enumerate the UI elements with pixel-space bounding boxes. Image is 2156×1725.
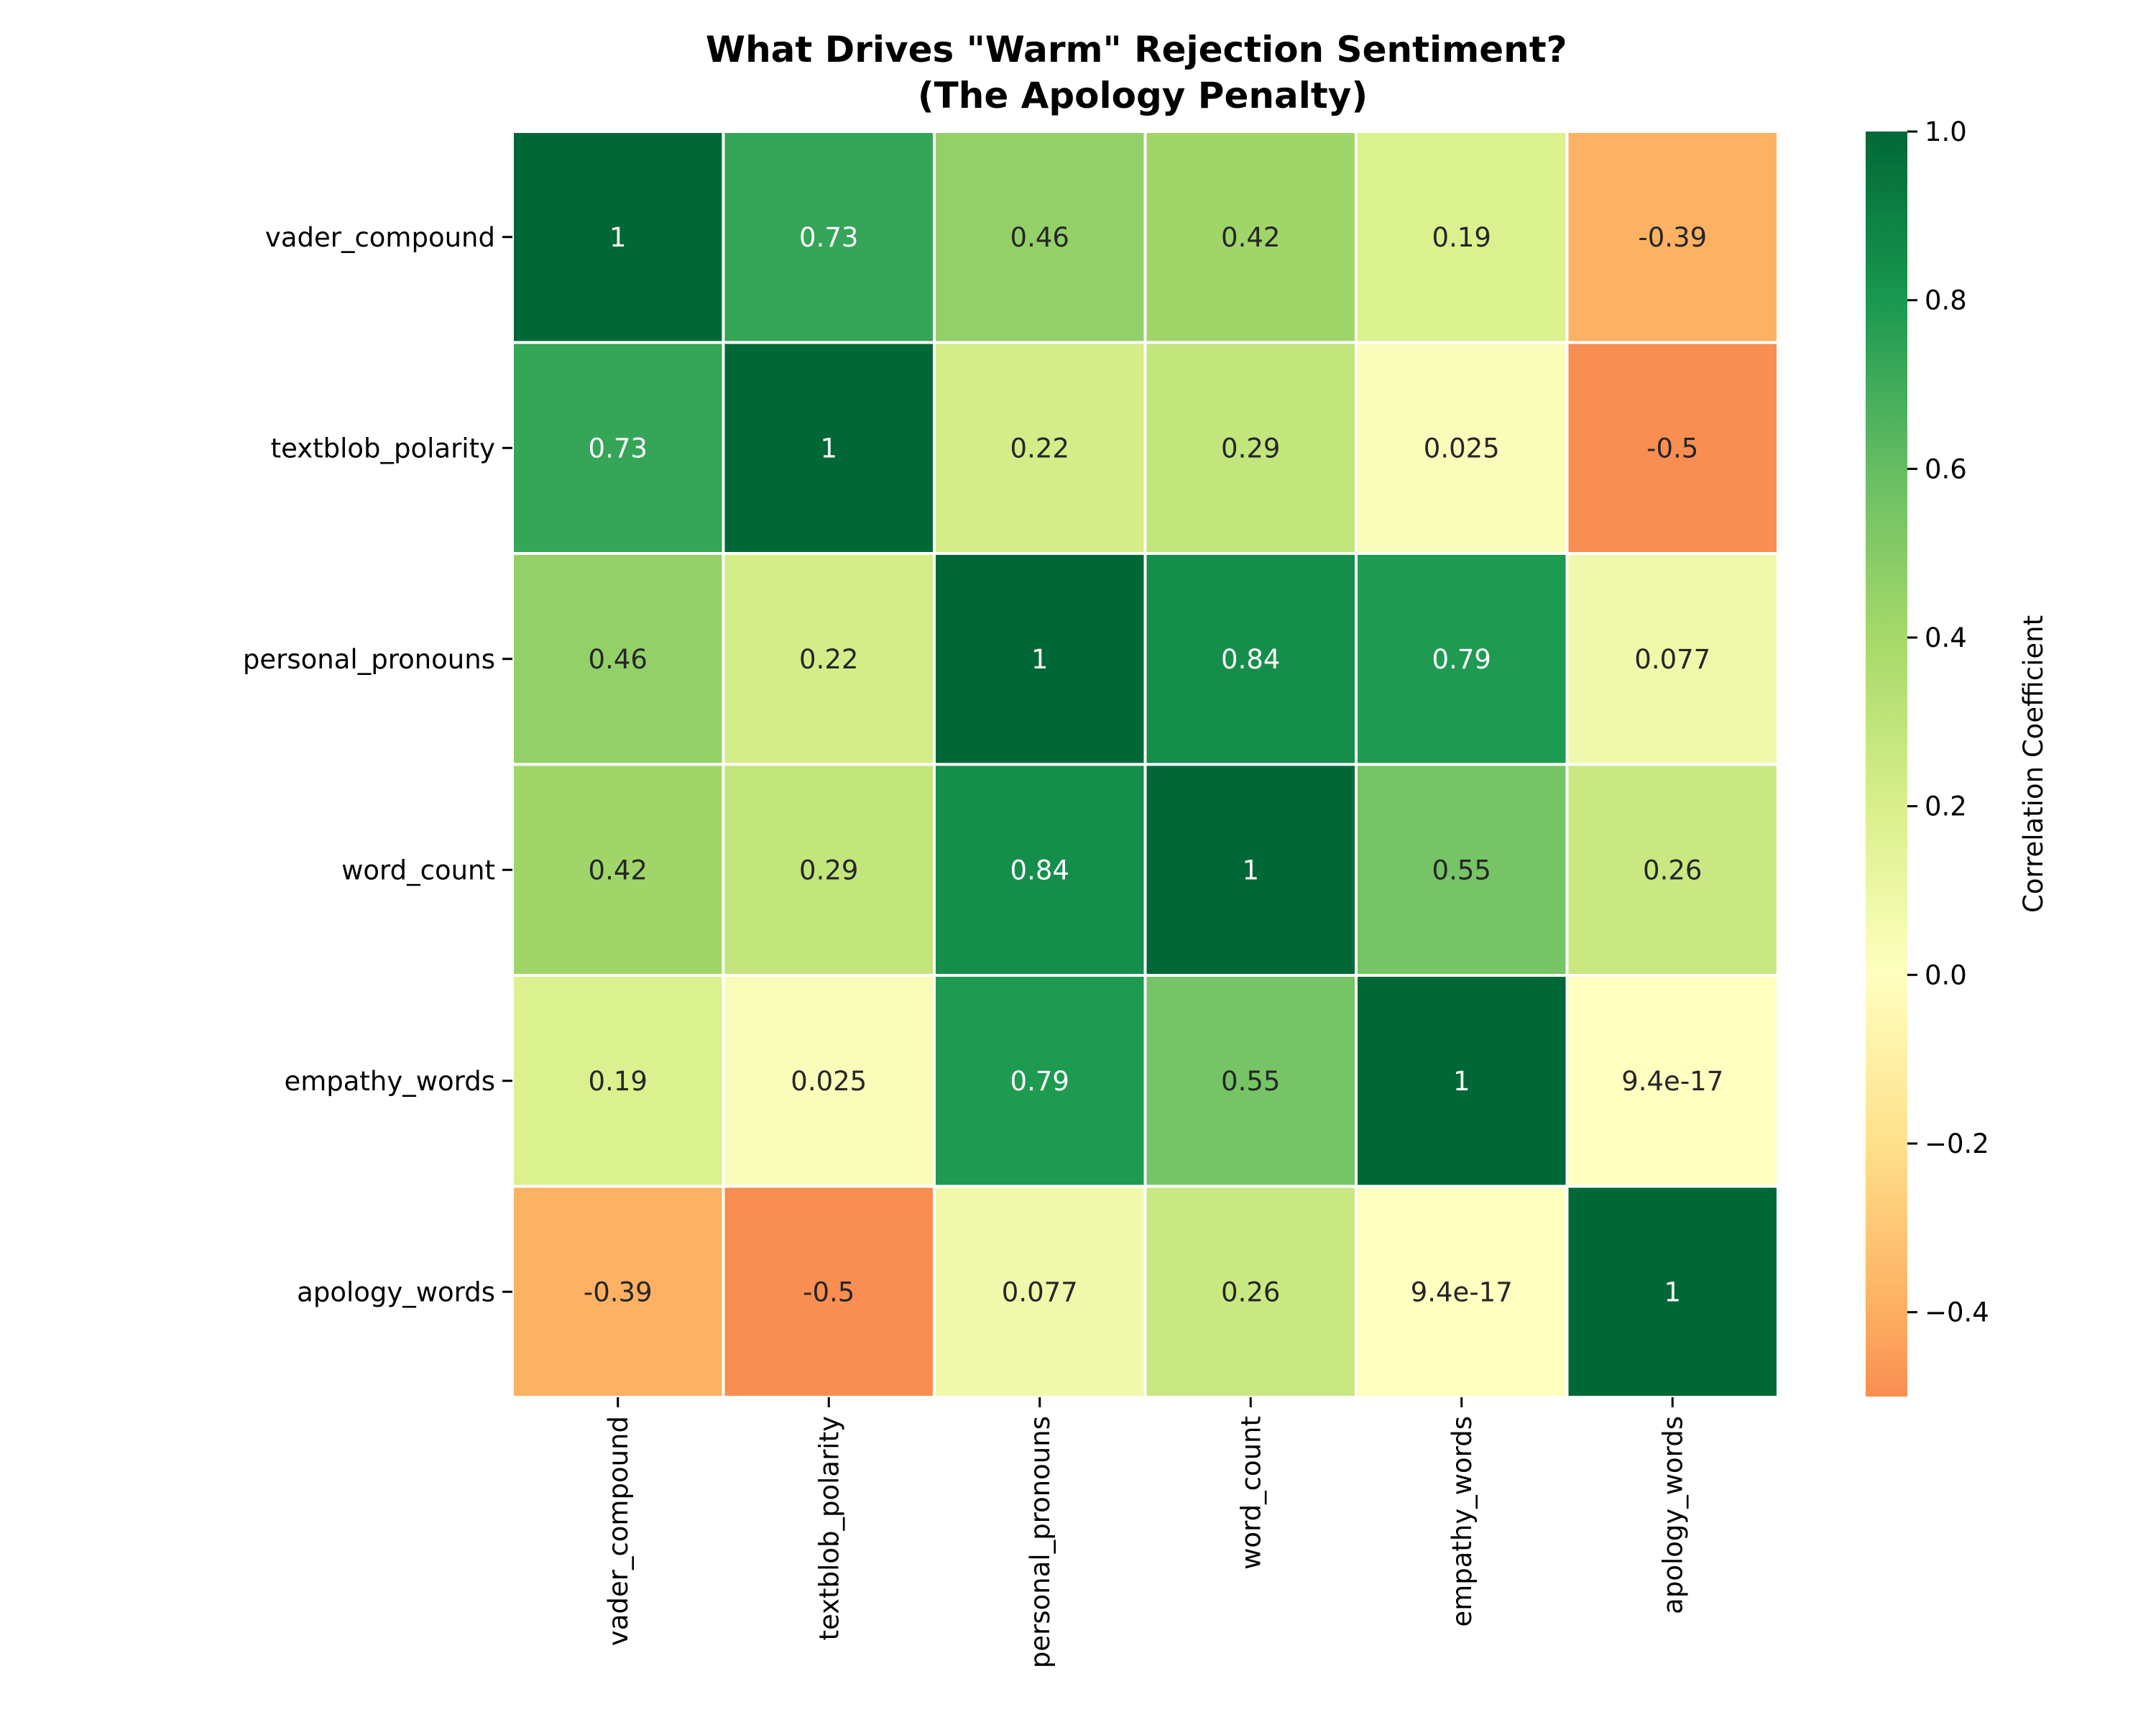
heatmap-cell xyxy=(722,130,936,344)
y-axis: vader_compound textblob_polarity personal_… xyxy=(243,222,512,1307)
heatmap-cell xyxy=(511,130,725,344)
heatmap-cell xyxy=(1565,1184,1779,1399)
heatmap-cell xyxy=(511,1184,725,1399)
y-tick-label: apology_words xyxy=(297,1276,495,1307)
cell-value-label: 0.025 xyxy=(791,1066,867,1097)
x-tick-label: vader_compound xyxy=(603,1416,634,1646)
heatmap-cell xyxy=(511,552,725,766)
cell-value-label: 0.26 xyxy=(1643,855,1702,886)
cell-value-label: -0.39 xyxy=(584,1276,653,1307)
cell-value-label: -0.5 xyxy=(803,1276,854,1307)
y-tick-label: vader_compound xyxy=(265,222,495,253)
heatmap-cell xyxy=(1355,974,1569,1188)
heatmap-cell xyxy=(1355,763,1569,977)
heatmap-cell xyxy=(1565,763,1779,977)
cell-value-label: -0.5 xyxy=(1646,433,1698,464)
cell-value-label: 0.46 xyxy=(589,644,648,675)
cell-value-label: 0.22 xyxy=(799,644,858,675)
cell-value-label: 0.077 xyxy=(1634,644,1710,675)
cell-value-label: 0.42 xyxy=(589,855,648,886)
y-tick-label: word_count xyxy=(341,855,495,886)
cell-value-label: 0.84 xyxy=(1010,855,1069,886)
cell-value-label: 0.29 xyxy=(799,855,858,886)
heatmap-cell xyxy=(722,763,936,977)
cell-value-label: 1 xyxy=(1664,1276,1681,1307)
cell-value-label: 9.4e-17 xyxy=(1621,1066,1723,1097)
cell-value-label: 0.55 xyxy=(1432,855,1491,886)
y-tick-label: textblob_polarity xyxy=(271,433,495,464)
colorbar-tick-label: 0.6 xyxy=(1925,454,1967,484)
cell-value-label: 0.73 xyxy=(799,222,858,253)
x-tick-label: personal_pronouns xyxy=(1025,1416,1056,1668)
colorbar-ticks: 1.0 0.8 0.6 0.4 0.2 0.0 −0.2 −0.4 xyxy=(1907,116,1989,1328)
heatmap-cell xyxy=(1565,130,1779,344)
heatmap-cell xyxy=(1355,130,1569,344)
heatmap-cell xyxy=(1143,130,1358,344)
cell-value-label: 1 xyxy=(1242,855,1259,886)
cell-value-label: 0.73 xyxy=(589,433,648,464)
heatmap-cell xyxy=(722,341,936,555)
heatmap-cell xyxy=(1143,974,1358,1188)
cell-value-label: 0.26 xyxy=(1221,1276,1280,1307)
x-tick-label: word_count xyxy=(1235,1416,1266,1570)
cell-value-label: 1 xyxy=(1031,644,1049,675)
heatmap-cell xyxy=(933,763,1147,977)
colorbar-tick-label: −0.2 xyxy=(1925,1128,1989,1159)
heatmap-cell xyxy=(722,552,936,766)
x-tick-label: empathy_words xyxy=(1447,1416,1478,1627)
cell-value-label: 0.19 xyxy=(1432,222,1491,253)
cell-value-label: 1 xyxy=(609,222,627,253)
colorbar-label: Correlation Coefficient xyxy=(2018,615,2049,913)
colorbar-tick-label: 0.4 xyxy=(1925,622,1967,653)
y-tick-label: personal_pronouns xyxy=(243,644,495,675)
chart-title: What Drives "Warm" Rejection Sentiment? … xyxy=(706,29,1580,116)
heatmap-cell xyxy=(511,763,725,977)
heatmap-cell xyxy=(1143,763,1358,977)
colorbar-tick-label: 0.8 xyxy=(1925,285,1967,316)
x-tick-label: textblob_polarity xyxy=(814,1416,844,1640)
cell-value-label: 0.22 xyxy=(1010,433,1069,464)
heatmap-cell xyxy=(1565,974,1779,1188)
cell-value-label: 0.84 xyxy=(1221,644,1280,675)
cell-value-label: 0.42 xyxy=(1221,222,1280,253)
colorbar-tick-label: 1.0 xyxy=(1925,116,1967,147)
x-axis: vader_compound textblob_polarity personal_… xyxy=(603,1397,1688,1668)
cell-value-label: 0.79 xyxy=(1432,644,1491,675)
cell-value-label: 0.025 xyxy=(1424,433,1500,464)
y-tick-label: empathy_words xyxy=(284,1066,495,1097)
heatmap-cell xyxy=(1565,341,1779,555)
cell-value-label: 1 xyxy=(820,433,837,464)
cell-value-label: 0.19 xyxy=(589,1066,648,1097)
colorbar-tick-label: 0.0 xyxy=(1925,960,1967,990)
heatmap-cells: 1 0.73 0.46 0.42 0.19 -0.39 0.73 1 0.22 0.29 0.025… xyxy=(511,130,1779,1399)
cell-value-label: 0.79 xyxy=(1010,1066,1069,1097)
cell-value-label: 0.46 xyxy=(1010,222,1069,253)
heatmap-cell xyxy=(511,974,725,1188)
colorbar-gradient xyxy=(1866,132,1907,1397)
chart-title-line-2: (The Apology Penalty) xyxy=(918,75,1368,116)
heatmap-cell xyxy=(1143,552,1358,766)
colorbar: 1.0 0.8 0.6 0.4 0.2 0.0 −0.2 −0.4 Correlation C… xyxy=(1866,116,2049,1397)
colorbar-tick-label: 0.2 xyxy=(1925,791,1967,822)
heatmap-cell xyxy=(933,130,1147,344)
chart-title-line-1: What Drives "Warm" Rejection Sentiment? xyxy=(706,29,1567,70)
cell-value-label: 0.077 xyxy=(1002,1276,1078,1307)
cell-value-label: -0.39 xyxy=(1638,222,1707,253)
heatmap-cell xyxy=(1355,1184,1569,1399)
cell-value-label: 1 xyxy=(1453,1066,1470,1097)
cell-value-label: 9.4e-17 xyxy=(1411,1276,1513,1307)
heatmap-cell xyxy=(1143,341,1358,555)
cell-value-label: 0.29 xyxy=(1221,433,1280,464)
x-tick-label: apology_words xyxy=(1657,1416,1688,1614)
cell-value-label: 0.55 xyxy=(1221,1066,1280,1097)
heatmap-cell xyxy=(933,974,1147,1188)
heatmap-cell xyxy=(1355,552,1569,766)
colorbar-tick-label: −0.4 xyxy=(1925,1297,1989,1328)
heatmap-cell xyxy=(1565,552,1779,766)
